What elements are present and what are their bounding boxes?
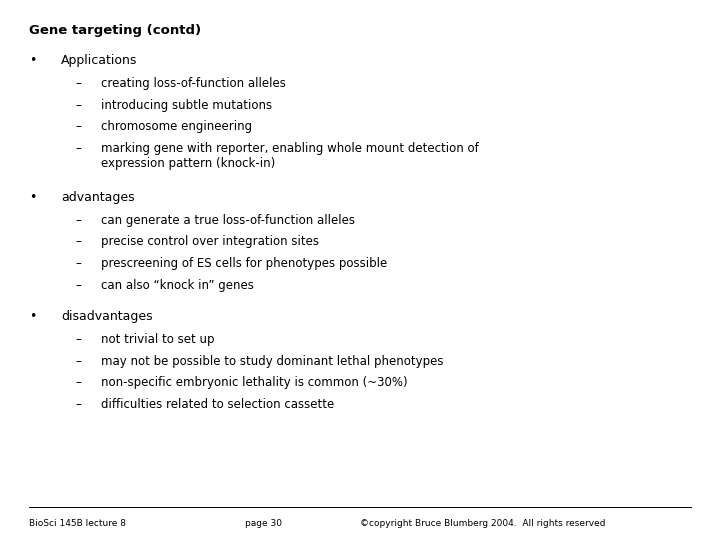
Text: ©copyright Bruce Blumberg 2004.  All rights reserved: ©copyright Bruce Blumberg 2004. All righ…: [360, 519, 606, 529]
Text: non-specific embryonic lethality is common (~30%): non-specific embryonic lethality is comm…: [101, 376, 408, 389]
Text: –: –: [76, 99, 81, 112]
Text: can generate a true loss-of-function alleles: can generate a true loss-of-function all…: [101, 214, 355, 227]
Text: –: –: [76, 142, 81, 155]
Text: –: –: [76, 333, 81, 346]
Text: may not be possible to study dominant lethal phenotypes: may not be possible to study dominant le…: [101, 355, 444, 368]
Text: –: –: [76, 235, 81, 248]
Text: •: •: [29, 54, 36, 67]
Text: advantages: advantages: [61, 191, 135, 204]
Text: chromosome engineering: chromosome engineering: [101, 120, 252, 133]
Text: –: –: [76, 214, 81, 227]
Text: marking gene with reporter, enabling whole mount detection of
expression pattern: marking gene with reporter, enabling who…: [101, 142, 479, 170]
Text: not trivial to set up: not trivial to set up: [101, 333, 215, 346]
Text: •: •: [29, 310, 36, 323]
Text: –: –: [76, 279, 81, 292]
Text: –: –: [76, 398, 81, 411]
Text: Gene targeting (contd): Gene targeting (contd): [29, 24, 201, 37]
Text: –: –: [76, 120, 81, 133]
Text: BioSci 145B lecture 8: BioSci 145B lecture 8: [29, 519, 126, 529]
Text: –: –: [76, 355, 81, 368]
Text: introducing subtle mutations: introducing subtle mutations: [101, 99, 272, 112]
Text: precise control over integration sites: precise control over integration sites: [101, 235, 319, 248]
Text: –: –: [76, 77, 81, 90]
Text: can also “knock in” genes: can also “knock in” genes: [101, 279, 253, 292]
Text: disadvantages: disadvantages: [61, 310, 153, 323]
Text: prescreening of ES cells for phenotypes possible: prescreening of ES cells for phenotypes …: [101, 257, 387, 270]
Text: page 30: page 30: [245, 519, 282, 529]
Text: –: –: [76, 376, 81, 389]
Text: Applications: Applications: [61, 54, 138, 67]
Text: •: •: [29, 191, 36, 204]
Text: difficulties related to selection cassette: difficulties related to selection casset…: [101, 398, 334, 411]
Text: –: –: [76, 257, 81, 270]
Text: creating loss-of-function alleles: creating loss-of-function alleles: [101, 77, 286, 90]
